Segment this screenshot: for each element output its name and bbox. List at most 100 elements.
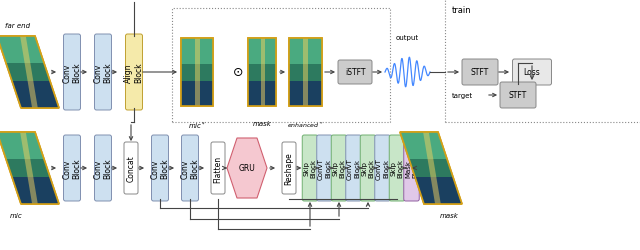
Text: Skip
Block: Skip Block (333, 159, 346, 178)
Polygon shape (0, 142, 41, 150)
Text: Conv
Block: Conv Block (62, 158, 82, 178)
Polygon shape (289, 39, 321, 47)
Polygon shape (289, 47, 321, 56)
Polygon shape (9, 168, 50, 177)
Polygon shape (248, 56, 276, 64)
Polygon shape (180, 81, 214, 90)
Polygon shape (248, 81, 276, 90)
FancyBboxPatch shape (462, 60, 498, 86)
Text: train: train (452, 6, 472, 15)
FancyBboxPatch shape (389, 136, 404, 201)
Polygon shape (12, 82, 53, 91)
Polygon shape (403, 142, 444, 150)
Polygon shape (3, 55, 44, 64)
Polygon shape (18, 195, 59, 204)
Text: Conv
Block: Conv Block (62, 62, 82, 83)
Polygon shape (248, 39, 276, 47)
FancyBboxPatch shape (124, 142, 138, 194)
Text: mic: mic (10, 212, 23, 218)
Text: $enhanced^*$: $enhanced^*$ (287, 120, 323, 130)
Text: Conv
Block: Conv Block (180, 158, 200, 178)
Polygon shape (289, 81, 321, 90)
FancyBboxPatch shape (338, 61, 372, 85)
FancyBboxPatch shape (125, 35, 143, 110)
Polygon shape (400, 132, 441, 141)
Polygon shape (180, 64, 214, 73)
Polygon shape (20, 132, 38, 204)
Polygon shape (20, 37, 38, 109)
Polygon shape (0, 132, 38, 141)
Text: ConvT
Block: ConvT Block (318, 158, 331, 179)
Polygon shape (12, 177, 53, 186)
Text: Flatten: Flatten (214, 155, 223, 182)
Polygon shape (421, 195, 462, 204)
Text: Conv
Block: Conv Block (150, 158, 170, 178)
Polygon shape (400, 132, 462, 204)
Polygon shape (248, 39, 276, 106)
FancyBboxPatch shape (95, 35, 111, 110)
Polygon shape (9, 73, 50, 82)
Polygon shape (180, 73, 214, 81)
Polygon shape (409, 159, 450, 168)
FancyBboxPatch shape (360, 136, 376, 201)
Polygon shape (15, 91, 56, 100)
FancyBboxPatch shape (346, 136, 361, 201)
Text: Loss: Loss (524, 68, 540, 77)
FancyBboxPatch shape (375, 136, 390, 201)
Polygon shape (6, 159, 47, 168)
Polygon shape (0, 37, 38, 46)
FancyBboxPatch shape (513, 60, 552, 86)
Text: $\odot$: $\odot$ (232, 66, 244, 79)
Text: output: output (396, 35, 419, 41)
Polygon shape (415, 177, 456, 186)
Polygon shape (248, 98, 276, 106)
Polygon shape (289, 39, 321, 106)
Polygon shape (418, 186, 459, 195)
Polygon shape (0, 132, 59, 204)
Text: Conv
Block: Conv Block (93, 158, 113, 178)
Text: Skip
Block: Skip Block (303, 159, 317, 178)
FancyBboxPatch shape (500, 83, 536, 108)
Text: ConvT
Block: ConvT Block (347, 158, 360, 179)
FancyBboxPatch shape (63, 136, 81, 201)
Polygon shape (180, 98, 214, 106)
Polygon shape (289, 64, 321, 73)
Polygon shape (248, 73, 276, 81)
Polygon shape (180, 47, 214, 56)
Polygon shape (180, 56, 214, 64)
Text: far end: far end (5, 23, 30, 29)
FancyBboxPatch shape (282, 142, 296, 194)
Text: target: target (452, 93, 473, 98)
Text: Skip
Block: Skip Block (362, 159, 374, 178)
Polygon shape (412, 168, 453, 177)
FancyBboxPatch shape (332, 136, 347, 201)
Text: mask: mask (253, 120, 271, 126)
Polygon shape (180, 39, 214, 47)
Polygon shape (18, 100, 59, 108)
FancyBboxPatch shape (317, 136, 332, 201)
FancyBboxPatch shape (211, 142, 225, 194)
FancyBboxPatch shape (95, 136, 111, 201)
Text: STFT: STFT (471, 68, 489, 77)
Text: iSTFT: iSTFT (345, 68, 365, 77)
Polygon shape (289, 98, 321, 106)
Polygon shape (15, 186, 56, 195)
Text: Mask
Block: Mask Block (405, 159, 418, 178)
Text: ConvT
Block: ConvT Block (376, 158, 389, 179)
Text: Reshape: Reshape (285, 152, 294, 185)
FancyBboxPatch shape (404, 136, 419, 201)
Text: Concat: Concat (127, 155, 136, 182)
Polygon shape (0, 37, 59, 109)
Text: mask: mask (440, 212, 458, 218)
Polygon shape (289, 90, 321, 98)
Polygon shape (303, 39, 308, 106)
Polygon shape (180, 90, 214, 98)
Polygon shape (260, 39, 265, 106)
Polygon shape (0, 46, 41, 55)
Polygon shape (195, 39, 200, 106)
FancyBboxPatch shape (152, 136, 168, 201)
FancyBboxPatch shape (63, 35, 81, 110)
Polygon shape (289, 73, 321, 81)
Text: Align
Block: Align Block (124, 62, 144, 83)
Polygon shape (289, 56, 321, 64)
